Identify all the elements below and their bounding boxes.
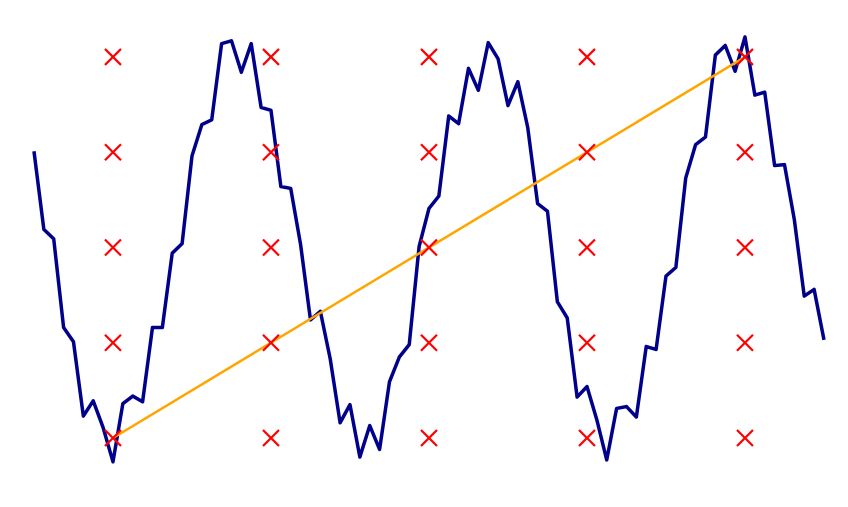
x-marker (262, 333, 280, 352)
x-marker (262, 143, 280, 161)
x-marker (736, 143, 754, 161)
x-marker (420, 238, 438, 257)
x-marker (420, 333, 438, 352)
x-marker (736, 238, 754, 257)
x-marker (578, 238, 596, 257)
x-marker (420, 48, 438, 66)
x-marker (104, 429, 122, 447)
x-marker (578, 429, 596, 447)
x-marker (578, 143, 596, 161)
x-marker (262, 48, 280, 66)
x-marker (104, 48, 122, 66)
x-marker (578, 48, 596, 66)
x-marker (578, 333, 596, 352)
x-marker (736, 333, 754, 352)
x-marker (420, 429, 438, 447)
x-marker (104, 333, 122, 352)
x-marker (104, 143, 122, 161)
x-marker (262, 238, 280, 257)
x-marker (104, 238, 122, 257)
signal-line (32, 35, 826, 464)
x-marker (736, 48, 754, 66)
x-marker (420, 143, 438, 161)
x-marker (736, 429, 754, 447)
x-marker (262, 429, 280, 447)
